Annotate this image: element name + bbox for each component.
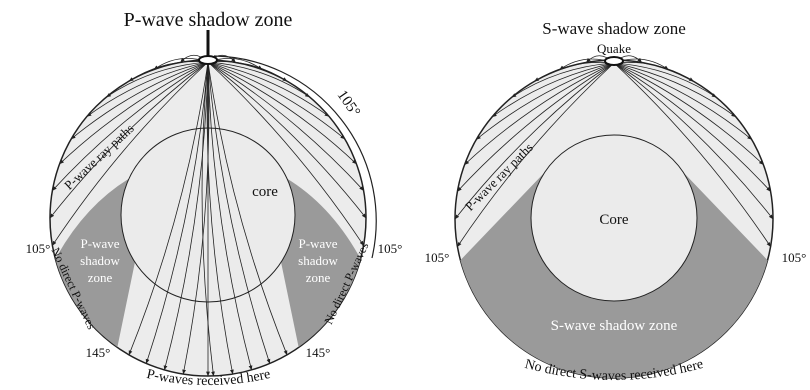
shadow-label: shadow bbox=[298, 253, 338, 268]
diagram: P-wave shadow zone 105° P-wave ray paths… bbox=[0, 0, 810, 390]
core-label: Core bbox=[599, 212, 629, 228]
shadow-label: P-wave bbox=[81, 236, 120, 251]
angle-label: 105° bbox=[26, 241, 51, 256]
shadow-label: zone bbox=[88, 270, 113, 285]
quake bbox=[199, 56, 217, 64]
angle-label: 145° bbox=[86, 345, 111, 360]
angle-label: 105° bbox=[425, 250, 450, 265]
core-label: core bbox=[252, 184, 278, 200]
quake bbox=[605, 57, 623, 65]
title: P-wave shadow zone bbox=[124, 9, 293, 31]
shadow-label: shadow bbox=[80, 253, 120, 268]
title: S-wave shadow zone bbox=[542, 19, 686, 38]
angle-label: 105° bbox=[378, 241, 403, 256]
quake-label: Quake bbox=[597, 41, 631, 56]
shadow-label: P-wave bbox=[299, 236, 338, 251]
angle-label: 105° bbox=[782, 250, 807, 265]
shadow-label: S-wave shadow zone bbox=[551, 318, 678, 334]
shadow-label: zone bbox=[306, 270, 331, 285]
angle-label: 145° bbox=[306, 345, 331, 360]
